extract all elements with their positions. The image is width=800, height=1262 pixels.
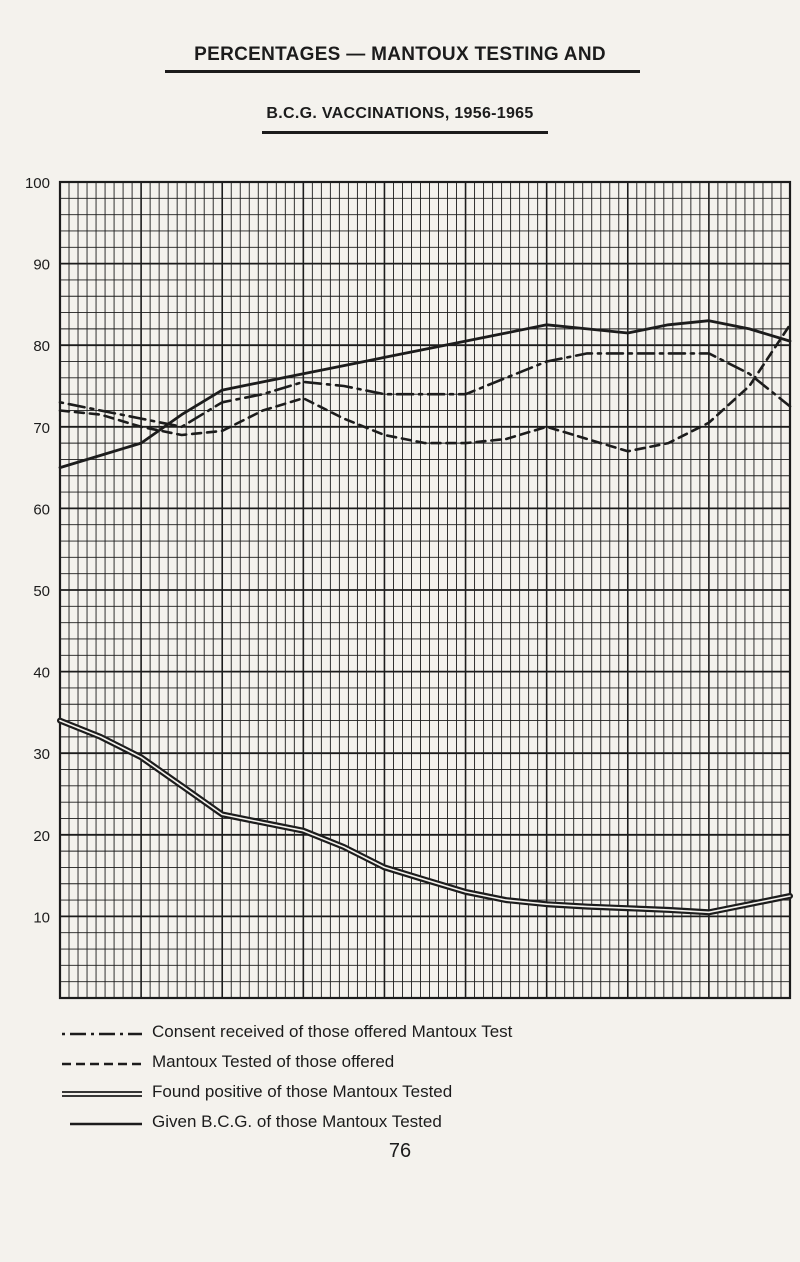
series-line-2 [58, 323, 792, 453]
chart-subtitle: B.C.G. VACCINATIONS, 1956-1965 [266, 105, 534, 122]
legend-label-consent: Consent received of those offered Mantou… [152, 1022, 513, 1041]
y-tick-label: 50 [33, 583, 50, 600]
x-tick-label: 58 [214, 1007, 231, 1010]
y-tick-label: 20 [33, 828, 50, 845]
x-tick-label: 57 [133, 1007, 150, 1010]
series-line-3-gap [59, 719, 791, 914]
y-tick-label: 40 [33, 665, 50, 682]
legend-swatch-dash-dot [62, 1032, 142, 1036]
x-tick-label: 65 [782, 1007, 799, 1010]
series-line-3 [57, 717, 793, 916]
y-tick-label: 80 [33, 338, 50, 355]
y-tick-label: 70 [33, 420, 50, 437]
x-tick-label: 59 [295, 1007, 312, 1010]
plot-frame [58, 180, 792, 1000]
legend-item-found-positive: Found positive of those Mantoux Tested [60, 1082, 760, 1112]
x-axis: 1956 57 58 59 60 61 62 63 64 65 [43, 1007, 798, 1010]
y-axis: 100 90 80 70 60 50 40 30 20 10 [25, 175, 50, 926]
x-tick-label: 64 [701, 1007, 718, 1010]
legend-label-mantoux-tested: Mantoux Tested of those offered [152, 1052, 395, 1071]
series-layer [57, 319, 793, 916]
series-line-4 [58, 319, 792, 470]
x-tick-label: 61 [457, 1007, 474, 1010]
legend-item-mantoux-tested: Mantoux Tested of those offered [60, 1052, 760, 1082]
chart-grid [58, 180, 792, 1000]
y-tick-label: 10 [33, 909, 50, 926]
legend: Consent received of those offered Mantou… [60, 1022, 760, 1142]
legend-swatch-solid [70, 1122, 142, 1126]
y-tick-label: 100 [25, 175, 50, 192]
legend-label-found-positive: Found positive of those Mantoux Tested [152, 1082, 453, 1101]
x-tick-label: 1956 [43, 1007, 76, 1010]
subtitle-underline [262, 131, 548, 134]
x-tick-label: 63 [619, 1007, 636, 1010]
legend-swatch-double [62, 1091, 142, 1097]
legend-swatch-dashed [62, 1062, 142, 1066]
series-line-1 [58, 352, 792, 429]
line-chart: 100 90 80 70 60 50 40 30 20 10 1956 57 58 59 60 61 62 63… [25, 175, 798, 1010]
y-tick-label: 60 [33, 501, 50, 518]
legend-item-consent: Consent received of those offered Mantou… [60, 1022, 760, 1052]
y-tick-label: 30 [33, 746, 50, 763]
legend-label-given-bcg: Given B.C.G. of those Mantoux Tested [152, 1112, 442, 1131]
y-tick-label: 90 [33, 257, 50, 274]
page-number: 76 [388, 1140, 412, 1162]
x-tick-label: 62 [538, 1007, 555, 1010]
x-tick-label: 60 [376, 1007, 393, 1010]
legend-item-given-bcg: Given B.C.G. of those Mantoux Tested [60, 1112, 760, 1142]
chart-title: PERCENTAGES — MANTOUX TESTING AND [194, 44, 606, 65]
title-underline [165, 70, 640, 73]
